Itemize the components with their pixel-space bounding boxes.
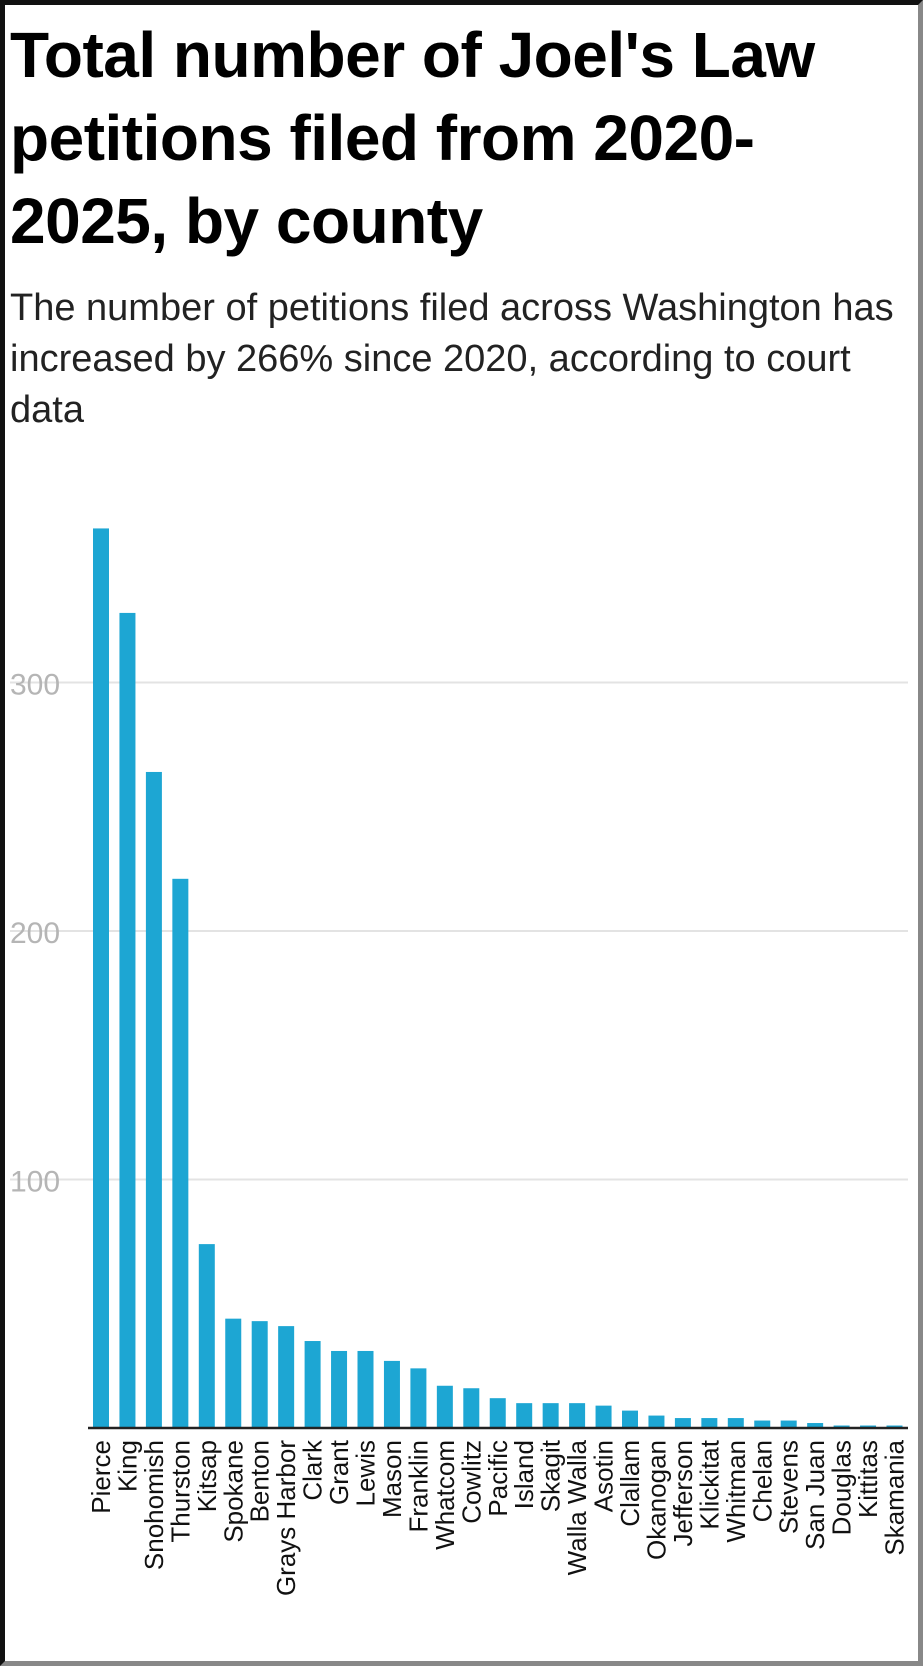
x-category-label: Grant <box>324 1439 354 1505</box>
bar-pacific <box>489 1398 506 1428</box>
x-category-label: Walla Walla <box>562 1439 592 1575</box>
x-category-label: San Juan <box>800 1440 830 1550</box>
x-category-label: Grays Harbor <box>271 1440 301 1596</box>
x-category-label: Clallam <box>615 1440 645 1527</box>
y-tick-label: 300 <box>10 669 60 702</box>
bars <box>93 528 903 1428</box>
x-axis-category-labels: PierceKingSnohomishThurstonKitsapSpokane… <box>86 1439 910 1596</box>
x-category-label: Asotin <box>589 1440 619 1512</box>
bar-king <box>119 612 136 1428</box>
bar-whatcom <box>436 1385 453 1428</box>
bar-lewis <box>357 1350 374 1428</box>
bar-kitsap <box>198 1244 215 1428</box>
x-category-label: Whitman <box>721 1440 751 1543</box>
x-category-label: Pierce <box>86 1440 116 1514</box>
bar-cowlitz <box>463 1388 480 1428</box>
x-category-label: Stevens <box>774 1440 804 1534</box>
x-category-label: Snohomish <box>139 1440 169 1570</box>
bar-thurston <box>172 878 189 1428</box>
y-tick-label: 200 <box>10 917 60 950</box>
bar-stevens <box>780 1420 797 1428</box>
bar-chelan <box>754 1420 771 1428</box>
x-category-label: Klickitat <box>694 1439 724 1529</box>
x-category-label: Thurston <box>165 1440 195 1543</box>
x-category-label: Benton <box>245 1440 275 1522</box>
bar-grays-harbor <box>278 1326 295 1428</box>
bar-clallam <box>622 1410 638 1428</box>
bar-snohomish <box>145 771 162 1428</box>
bar-asotin <box>595 1405 612 1428</box>
x-category-label: Kitsap <box>192 1440 222 1512</box>
x-category-label: Douglas <box>827 1440 857 1535</box>
x-category-label: Kittitas <box>853 1440 883 1518</box>
x-category-label: Okanogan <box>641 1440 671 1560</box>
x-category-label: Franklin <box>403 1440 433 1532</box>
bar-clark <box>304 1341 321 1428</box>
bar-franklin <box>410 1368 427 1428</box>
bar-benton <box>251 1321 268 1428</box>
chart-subtitle: The number of petitions filed across Was… <box>10 287 894 431</box>
bar-walla-walla <box>569 1403 586 1428</box>
x-category-label: King <box>112 1440 142 1492</box>
bar-grant <box>331 1350 348 1428</box>
bar-skagit <box>542 1403 559 1428</box>
chart-title: Total number of Joel's Law petitions fil… <box>10 19 815 257</box>
x-category-label: Mason <box>377 1440 407 1518</box>
x-category-label: Lewis <box>351 1440 381 1506</box>
bar-island <box>516 1403 533 1428</box>
y-axis-tick-labels: 100 200 300 <box>10 669 60 1199</box>
x-category-label: Whatcom <box>430 1440 460 1550</box>
bar-klickitat <box>701 1418 718 1428</box>
x-category-label: Skagit <box>536 1439 566 1512</box>
x-category-label: Spokane <box>218 1440 248 1543</box>
bar-san-juan <box>807 1423 824 1428</box>
x-category-label: Island <box>509 1440 539 1509</box>
bar-okanogan <box>648 1415 665 1428</box>
y-tick-label: 100 <box>10 1166 60 1199</box>
x-category-label: Chelan <box>747 1440 777 1522</box>
bar-spokane <box>225 1318 242 1428</box>
x-category-label: Pacific <box>483 1440 513 1517</box>
bar-pierce <box>93 528 109 1428</box>
x-category-label: Clark <box>298 1439 328 1501</box>
x-category-label: Skamania <box>880 1439 910 1555</box>
x-category-label: Cowlitz <box>456 1440 486 1524</box>
bar-mason <box>383 1360 400 1428</box>
gridlines <box>10 681 908 1181</box>
x-category-label: Jefferson <box>668 1440 698 1546</box>
bar-whitman <box>727 1418 744 1428</box>
bar-jefferson <box>674 1418 691 1428</box>
